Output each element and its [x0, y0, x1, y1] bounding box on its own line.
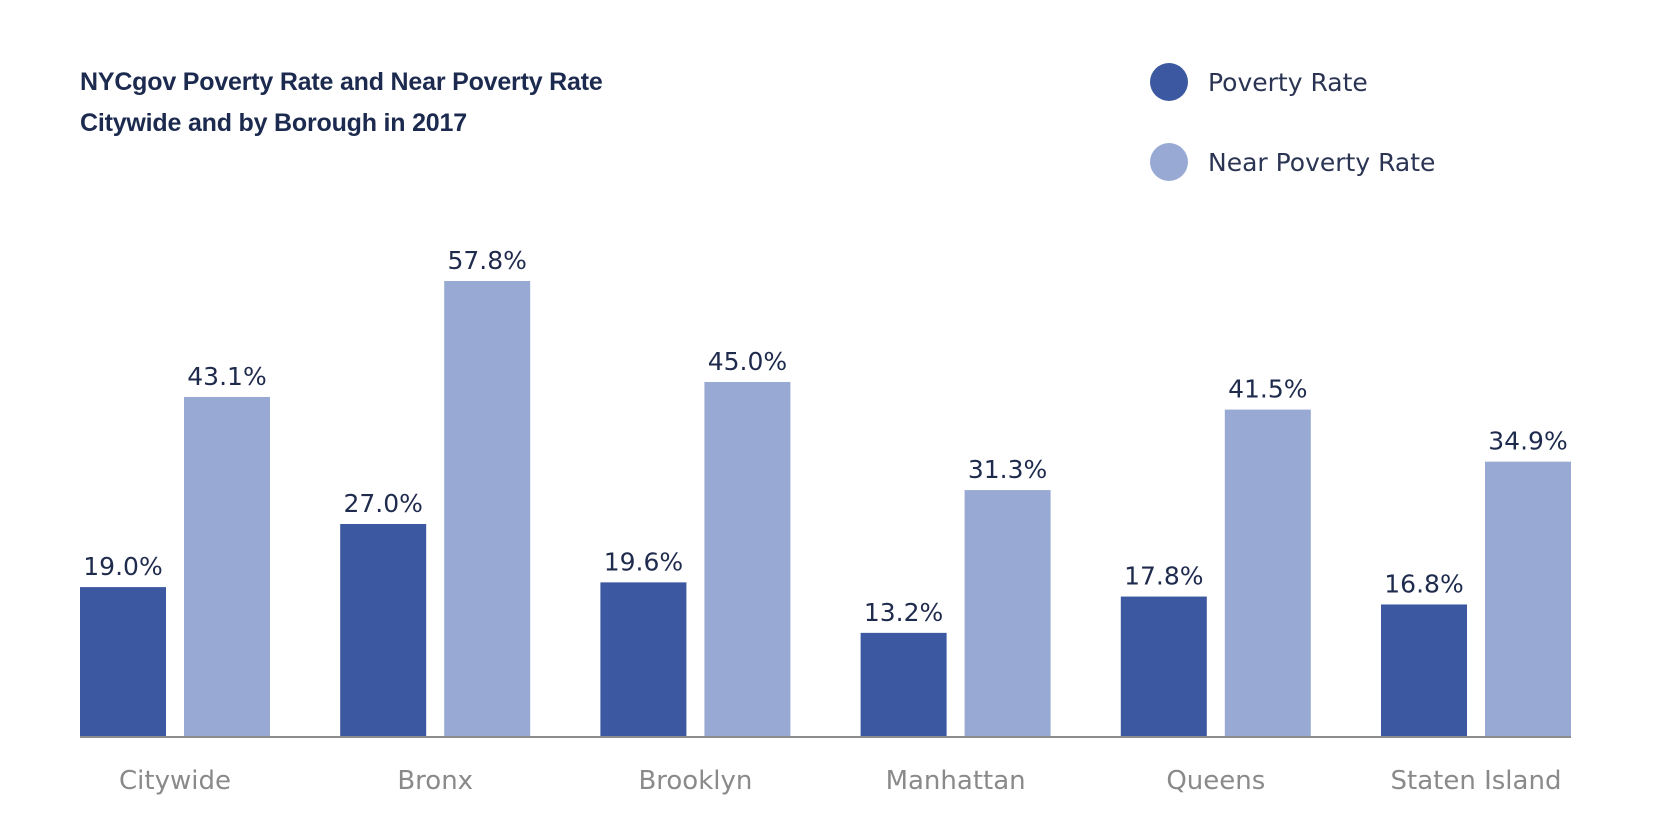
legend-swatch-poverty-rate — [1150, 63, 1188, 101]
bar-poverty-rate-bronx — [340, 523, 427, 737]
data-label-poverty-rate-manhattan: 13.2% — [864, 598, 943, 627]
bar-near-poverty-rate-brooklyn — [704, 381, 791, 737]
category-label-staten-island: Staten Island — [1391, 766, 1562, 796]
category-label-manhattan: Manhattan — [886, 766, 1026, 796]
bar-near-poverty-rate-manhattan — [964, 490, 1051, 737]
legend-item-poverty-rate: Poverty Rate — [1150, 62, 1435, 102]
legend-item-near-poverty-rate: Near Poverty Rate — [1150, 142, 1435, 182]
data-label-poverty-rate-bronx: 27.0% — [343, 489, 422, 518]
bar-near-poverty-rate-staten-island — [1485, 461, 1571, 737]
chart-title-line-2: Citywide and by Borough in 2017 — [80, 109, 467, 137]
data-label-near-poverty-rate-brooklyn: 45.0% — [708, 347, 787, 376]
data-label-poverty-rate-staten-island: 16.8% — [1384, 569, 1463, 598]
data-label-near-poverty-rate-manhattan: 31.3% — [968, 455, 1047, 484]
data-label-near-poverty-rate-queens: 41.5% — [1228, 375, 1307, 404]
legend-label-poverty-rate: Poverty Rate — [1208, 67, 1368, 97]
data-label-poverty-rate-queens: 17.8% — [1124, 562, 1203, 591]
bar-poverty-rate-manhattan — [860, 632, 947, 737]
bar-poverty-rate-staten-island — [1381, 604, 1467, 737]
data-label-near-poverty-rate-staten-island: 34.9% — [1488, 427, 1567, 456]
data-label-near-poverty-rate-citywide: 43.1% — [187, 362, 266, 391]
bar-poverty-rate-citywide — [80, 587, 166, 737]
category-label-citywide: Citywide — [119, 766, 231, 796]
chart-title: NYCgov Poverty Rate and Near Poverty Rat… — [80, 62, 780, 144]
bar-poverty-rate-brooklyn — [600, 582, 687, 737]
chart-title-line-1: NYCgov Poverty Rate and Near Poverty Rat… — [80, 68, 603, 96]
category-label-queens: Queens — [1166, 766, 1265, 796]
data-label-poverty-rate-brooklyn: 19.6% — [604, 547, 683, 576]
bar-near-poverty-rate-citywide — [184, 396, 270, 737]
data-label-poverty-rate-citywide: 19.0% — [83, 552, 162, 581]
bar-near-poverty-rate-bronx — [444, 281, 531, 737]
category-label-bronx: Bronx — [397, 766, 473, 796]
category-label-brooklyn: Brooklyn — [638, 766, 752, 796]
legend-swatch-near-poverty-rate — [1150, 143, 1188, 181]
data-label-near-poverty-rate-bronx: 57.8% — [447, 246, 526, 275]
chart-legend: Poverty Rate Near Poverty Rate — [1150, 62, 1435, 222]
bar-near-poverty-rate-queens — [1224, 409, 1311, 737]
bar-poverty-rate-queens — [1120, 596, 1207, 737]
legend-label-near-poverty-rate: Near Poverty Rate — [1208, 147, 1436, 177]
